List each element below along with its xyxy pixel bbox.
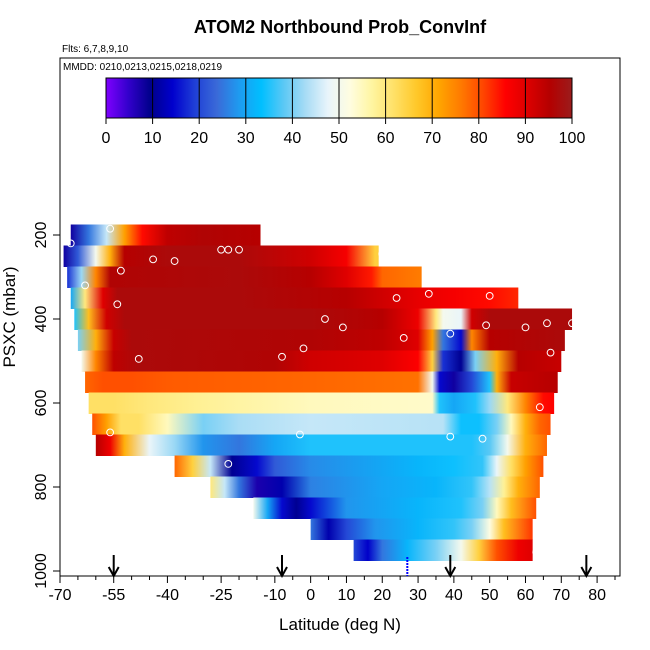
sample-marker [106, 224, 115, 233]
colorbar-tick-label: 80 [470, 130, 488, 147]
x-tick-label: 0 [306, 587, 315, 604]
sample-marker [113, 300, 122, 309]
x-tick-label: -40 [156, 587, 179, 604]
flight-arrow-head [276, 566, 288, 579]
sample-marker [532, 548, 541, 556]
heatmap-layer [81, 350, 562, 372]
heatmap-layer [253, 497, 537, 519]
colorbar-tick-label: 30 [237, 130, 255, 147]
sample-markers [66, 224, 576, 556]
x-tick-label: -70 [48, 587, 71, 604]
sample-marker [446, 432, 455, 441]
flights-label: Flts: 6,7,8,9,10 [62, 44, 129, 55]
x-tick-label: 60 [517, 587, 535, 604]
sample-marker [424, 289, 433, 298]
sample-marker [446, 329, 455, 338]
x-tick-label: -55 [102, 587, 125, 604]
sample-marker [149, 255, 157, 264]
x-tick-label: 80 [588, 587, 606, 604]
y-tick-label: 1000 [33, 553, 50, 589]
heatmap-layer [95, 434, 547, 456]
heatmap-layer [92, 413, 551, 435]
x-tick-label: -10 [263, 587, 286, 604]
sample-marker [485, 292, 494, 300]
heatmap-layer [310, 518, 533, 540]
sample-marker [278, 229, 286, 237]
y-axis-label: PSXC (mbar) [0, 266, 19, 367]
colorbar-tick-label: 70 [423, 130, 441, 147]
heatmap-layer [85, 371, 558, 393]
sample-marker [392, 294, 401, 302]
heatmap-layer [88, 392, 555, 414]
x-tick-label: 20 [373, 587, 391, 604]
heatmap-layers [63, 224, 573, 561]
heatmap-layer [67, 266, 422, 288]
heatmap-layer [70, 287, 519, 309]
sample-marker [399, 334, 408, 342]
x-tick-label: 70 [552, 587, 570, 604]
heatmap-layer [353, 539, 533, 561]
sample-marker [338, 323, 347, 332]
flight-arrows [107, 555, 593, 579]
sample-marker [299, 344, 308, 353]
colorbar-tick-label: 0 [102, 130, 111, 147]
heatmap-layer [77, 329, 565, 351]
flight-arrow-head [107, 566, 120, 579]
sample-marker [535, 403, 544, 412]
heatmap-layer [70, 224, 261, 246]
x-axis: -70 -55 -40 -25 -10 0 10 20 30 40 50 60 70 80 [48, 576, 616, 604]
x-tick-label: 10 [338, 587, 356, 604]
x-tick-label: 50 [481, 587, 499, 604]
plot-frame [59, 57, 621, 577]
y-tick-label: 600 [33, 390, 50, 417]
flight-arrow-head [444, 566, 457, 579]
colorbar-tick-label: 90 [517, 130, 535, 147]
colorbar-tick-label: 20 [190, 130, 208, 147]
sample-marker [296, 430, 304, 439]
heatmap-layer [210, 476, 540, 498]
sample-marker [482, 321, 490, 330]
colorbar-ticks: 0 10 20 30 40 50 60 70 80 90 100 [102, 78, 586, 147]
heatmap-layer [74, 308, 573, 330]
chart-title: ATOM2 Northbound Prob_ConvInf [194, 17, 487, 37]
sample-marker [568, 319, 576, 328]
sample-marker [278, 352, 286, 361]
sample-marker [224, 460, 233, 468]
y-tick-label: 800 [33, 474, 50, 501]
sample-marker [543, 319, 551, 328]
y-tick-label: 400 [33, 306, 50, 333]
flight-arrow-head [580, 566, 593, 579]
x-tick-label: 30 [409, 587, 427, 604]
sample-marker [106, 428, 115, 437]
x-tick-label: -25 [210, 587, 233, 604]
x-tick-label: 40 [445, 587, 463, 604]
y-tick-label: 200 [33, 222, 50, 249]
heatmap-layer [174, 455, 544, 477]
sample-marker [263, 237, 272, 246]
colorbar-tick-label: 100 [559, 130, 586, 147]
sample-marker [235, 245, 243, 254]
sample-marker [378, 250, 387, 258]
colorbar-tick-label: 40 [284, 130, 302, 147]
sample-marker [321, 315, 329, 323]
sample-marker [521, 323, 530, 332]
sample-marker [478, 434, 487, 443]
colorbar: 0 10 20 30 40 50 60 70 80 90 100 [102, 77, 586, 147]
heatmap-layer [63, 245, 379, 267]
y-axis: 200 400 600 800 1000 [33, 222, 60, 589]
colorbar-tick-label: 50 [330, 130, 348, 147]
sample-marker [546, 348, 555, 357]
sample-marker [116, 266, 125, 275]
dates-label: MMDD: 0210,0213,0215,0218,0219 [63, 62, 222, 73]
sample-marker [81, 281, 89, 290]
sample-marker [224, 245, 233, 254]
colorbar-tick-label: 60 [377, 130, 395, 147]
sample-marker [66, 239, 75, 248]
sample-marker [134, 355, 143, 363]
colorbar-tick-label: 10 [144, 130, 162, 147]
x-axis-label: Latitude (deg N) [279, 615, 401, 634]
sample-marker [170, 257, 179, 265]
